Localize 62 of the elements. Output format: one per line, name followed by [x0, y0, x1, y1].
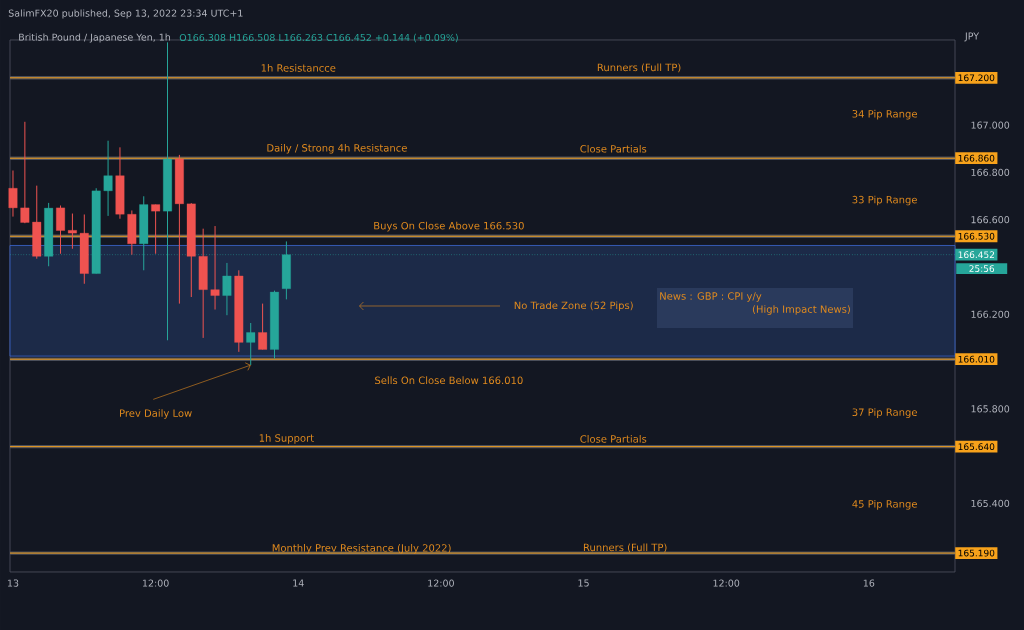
text: SalimFX20 published, Sep 13, 2022 23:34 UTC+1: [8, 9, 243, 19]
annotation: Monthly Prev Resistance (July 2022): [272, 543, 451, 554]
candlestick: [127, 209, 137, 256]
annotation: Close Partials: [580, 435, 647, 443]
annotation: Runners (Full TP): [583, 543, 667, 553]
annotation: 37 Pip Range: [852, 408, 917, 418]
candlestick: [20, 121, 30, 224]
annotation: Runners (Full TP): [597, 63, 681, 73]
y-tick-label: 165.800: [971, 405, 1010, 413]
x-tick-label: 13: [7, 579, 19, 587]
ref-line-label: 167.200: [958, 74, 995, 82]
candlestick: [115, 146, 125, 220]
chart-subtitle: O166.308 H166.508 L166.263 C166.452 +0.144 (+0.09%): [179, 33, 458, 43]
ref-line-label: 166.860: [958, 154, 995, 162]
candlestick: [151, 204, 161, 255]
candlestick: [210, 225, 220, 311]
ref-line-label: 166.452: [958, 251, 995, 259]
x-tick-label: 16: [863, 579, 875, 587]
candlestick: [270, 290, 279, 359]
annotation: 34 Pip Range: [852, 109, 917, 120]
candlestick: [103, 140, 113, 217]
annotation: No Trade Zone (52 Pips): [514, 301, 633, 312]
candlestick: [246, 322, 256, 366]
y-tick-label: 166.600: [971, 216, 1010, 224]
annotation: Daily / Strong 4h Resistance: [267, 143, 407, 154]
annotation: 1h Support: [259, 434, 314, 444]
annotation: News : GBP : CPI y/y: [660, 292, 762, 302]
text: 25:56: [969, 265, 995, 272]
x-tick-label: 12:00: [713, 579, 740, 587]
ref-line-label: 165.190: [958, 549, 995, 557]
ref-line-label: 166.010: [958, 355, 995, 363]
x-tick-label: 12:00: [428, 579, 454, 587]
candlestick: [222, 262, 232, 316]
candlestick: [67, 213, 77, 250]
candlestick: [174, 154, 184, 305]
chart-title: British Pound / Japanese Yen, 1h: [19, 33, 171, 43]
annotation: Prev Daily Low: [120, 409, 192, 419]
y-tick-label: 167.000: [971, 121, 1010, 129]
x-tick-label: 14: [293, 579, 304, 587]
candlestick: [32, 185, 42, 260]
ref-line-label: 166.530: [958, 232, 995, 240]
ref-line-label: 165.640: [958, 443, 995, 451]
y-tick-label: 166.800: [971, 168, 1010, 176]
y-axis-title: JPY: [964, 32, 980, 42]
annotation: Buys On Close Above 166.530: [374, 221, 524, 232]
annotation: Sells On Close Below 166.010: [375, 376, 523, 385]
annotation: 33 Pip Range: [852, 195, 917, 206]
candlestick: [79, 213, 89, 285]
annotation: 45 Pip Range: [852, 500, 917, 510]
candlestick: [56, 204, 65, 255]
x-tick-label: 15: [578, 579, 589, 587]
annotation: 1h Resistancce: [261, 64, 336, 72]
candlestick: [258, 303, 268, 350]
candlestick: [234, 269, 244, 353]
annotation: Close Partials: [580, 144, 647, 153]
candlestick: [198, 228, 208, 339]
candlestick: [8, 170, 18, 218]
annotation: (High Impact News): [752, 305, 850, 315]
y-tick-label: 165.400: [971, 499, 1010, 508]
y-tick-label: 166.200: [971, 310, 1010, 318]
candlestick: [186, 202, 196, 298]
x-tick-label: 12:00: [142, 579, 169, 587]
